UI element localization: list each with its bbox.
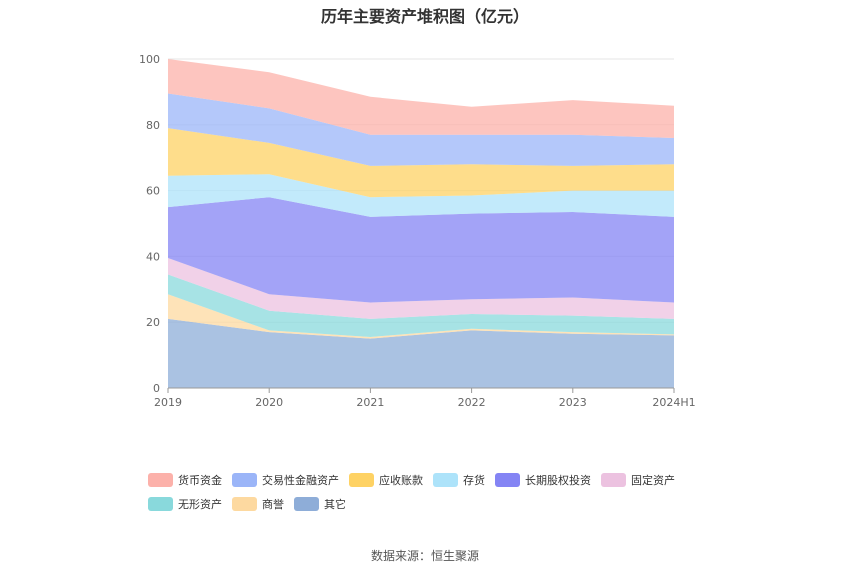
y-tick-label-60: 60 xyxy=(146,185,160,198)
legend-swatch-1 xyxy=(232,473,257,487)
legend-swatch-5 xyxy=(601,473,626,487)
y-tick-label-80: 80 xyxy=(146,119,160,132)
area-series-3 xyxy=(168,258,674,319)
area-series-8 xyxy=(168,59,674,138)
area-series-1 xyxy=(168,294,674,339)
legend-item-4[interactable]: 长期股权投资 xyxy=(495,472,591,488)
legend-label-8: 其它 xyxy=(324,498,346,511)
chart-title: 历年主要资产堆积图（亿元） xyxy=(320,7,529,26)
legend-label-6: 无形资产 xyxy=(178,498,222,511)
y-tick-label-40: 40 xyxy=(146,250,160,263)
legend-label-1: 交易性金融资产 xyxy=(262,474,339,487)
legend-label-7: 商誉 xyxy=(262,498,284,511)
legend-item-7[interactable]: 商誉 xyxy=(232,496,284,512)
legend-item-0[interactable]: 货币资金 xyxy=(148,472,222,488)
area-series-2 xyxy=(168,274,674,337)
legend-item-8[interactable]: 其它 xyxy=(294,496,346,512)
legend-swatch-7 xyxy=(232,497,257,511)
area-series-7 xyxy=(168,93,674,166)
legend-label-4: 长期股权投资 xyxy=(525,474,591,487)
data-source: 数据来源：恒生聚源 xyxy=(370,549,479,563)
area-series-5 xyxy=(168,174,674,217)
x-tick-label-4: 2023 xyxy=(559,396,587,409)
y-tick-label-100: 100 xyxy=(139,53,160,66)
legend-swatch-4 xyxy=(495,473,520,487)
x-tick-label-3: 2022 xyxy=(458,396,486,409)
legend-swatch-0 xyxy=(148,473,173,487)
legend-swatch-2 xyxy=(349,473,374,487)
legend-label-5: 固定资产 xyxy=(631,474,675,487)
legend-swatch-8 xyxy=(294,497,319,511)
legend: 货币资金 交易性金融资产 应收账款 存货 长期股权投资 固定资产 无形资产 商誉 其它 xyxy=(148,472,748,520)
axes: 0 20 40 60 80 100 2019 2020 2021 2022 2023 2024H1 xyxy=(139,53,696,409)
legend-swatch-3 xyxy=(433,473,458,487)
area-series-4 xyxy=(168,197,674,303)
legend-label-3: 存货 xyxy=(463,474,485,487)
legend-row-1: 货币资金 交易性金融资产 应收账款 存货 长期股权投资 固定资产 xyxy=(148,472,748,488)
legend-item-1[interactable]: 交易性金融资产 xyxy=(232,472,339,488)
area-series-6 xyxy=(168,128,674,198)
y-tick-label-20: 20 xyxy=(146,316,160,329)
legend-label-2: 应收账款 xyxy=(379,474,423,487)
legend-swatch-6 xyxy=(148,497,173,511)
legend-row-2: 无形资产 商誉 其它 xyxy=(148,496,748,512)
x-tick-label-5: 2024H1 xyxy=(652,396,695,409)
legend-item-2[interactable]: 应收账款 xyxy=(349,472,423,488)
area-series-group xyxy=(168,59,674,388)
x-tick-label-0: 2019 xyxy=(154,396,182,409)
y-tick-label-0: 0 xyxy=(153,382,160,395)
legend-item-6[interactable]: 无形资产 xyxy=(148,496,222,512)
legend-label-0: 货币资金 xyxy=(178,474,222,487)
legend-item-5[interactable]: 固定资产 xyxy=(601,472,675,488)
x-tick-label-1: 2020 xyxy=(255,396,283,409)
area-series-0 xyxy=(168,318,674,388)
legend-item-3[interactable]: 存货 xyxy=(433,472,485,488)
x-tick-label-2: 2021 xyxy=(356,396,384,409)
